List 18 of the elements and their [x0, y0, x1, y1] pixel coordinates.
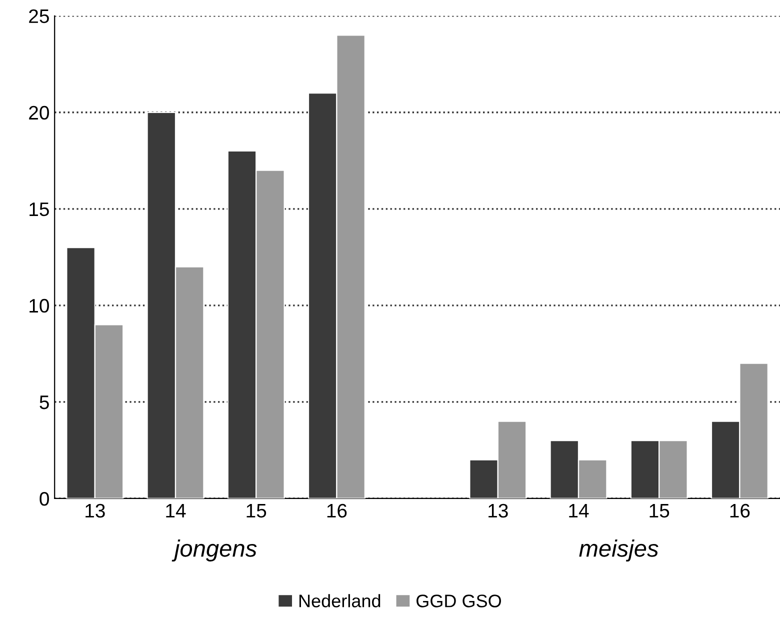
text: jongens [172, 539, 257, 562]
legend-label: GGD GSO [416, 594, 502, 608]
y-tick-label: 15 [30, 202, 49, 216]
y-tick-label: 25 [29, 9, 49, 24]
x-tick-label: 13 [488, 504, 508, 518]
x-tick-label: 15 [650, 504, 670, 518]
legend-label: Nederland [299, 594, 380, 608]
x-tick-label: 16 [730, 504, 750, 518]
text: meisjes [579, 539, 658, 562]
y-tick-label: 10 [30, 298, 49, 313]
y-tick-label: 20 [29, 106, 49, 120]
x-tick-label: 14 [569, 504, 589, 518]
y-tick-label: 0 [40, 492, 49, 506]
x-tick-label: 13 [86, 504, 105, 518]
x-tick-label: 14 [166, 504, 186, 518]
y-tick-label: 5 [40, 396, 49, 410]
x-tick-label: 15 [246, 504, 266, 518]
x-tick-label: 16 [327, 504, 347, 518]
